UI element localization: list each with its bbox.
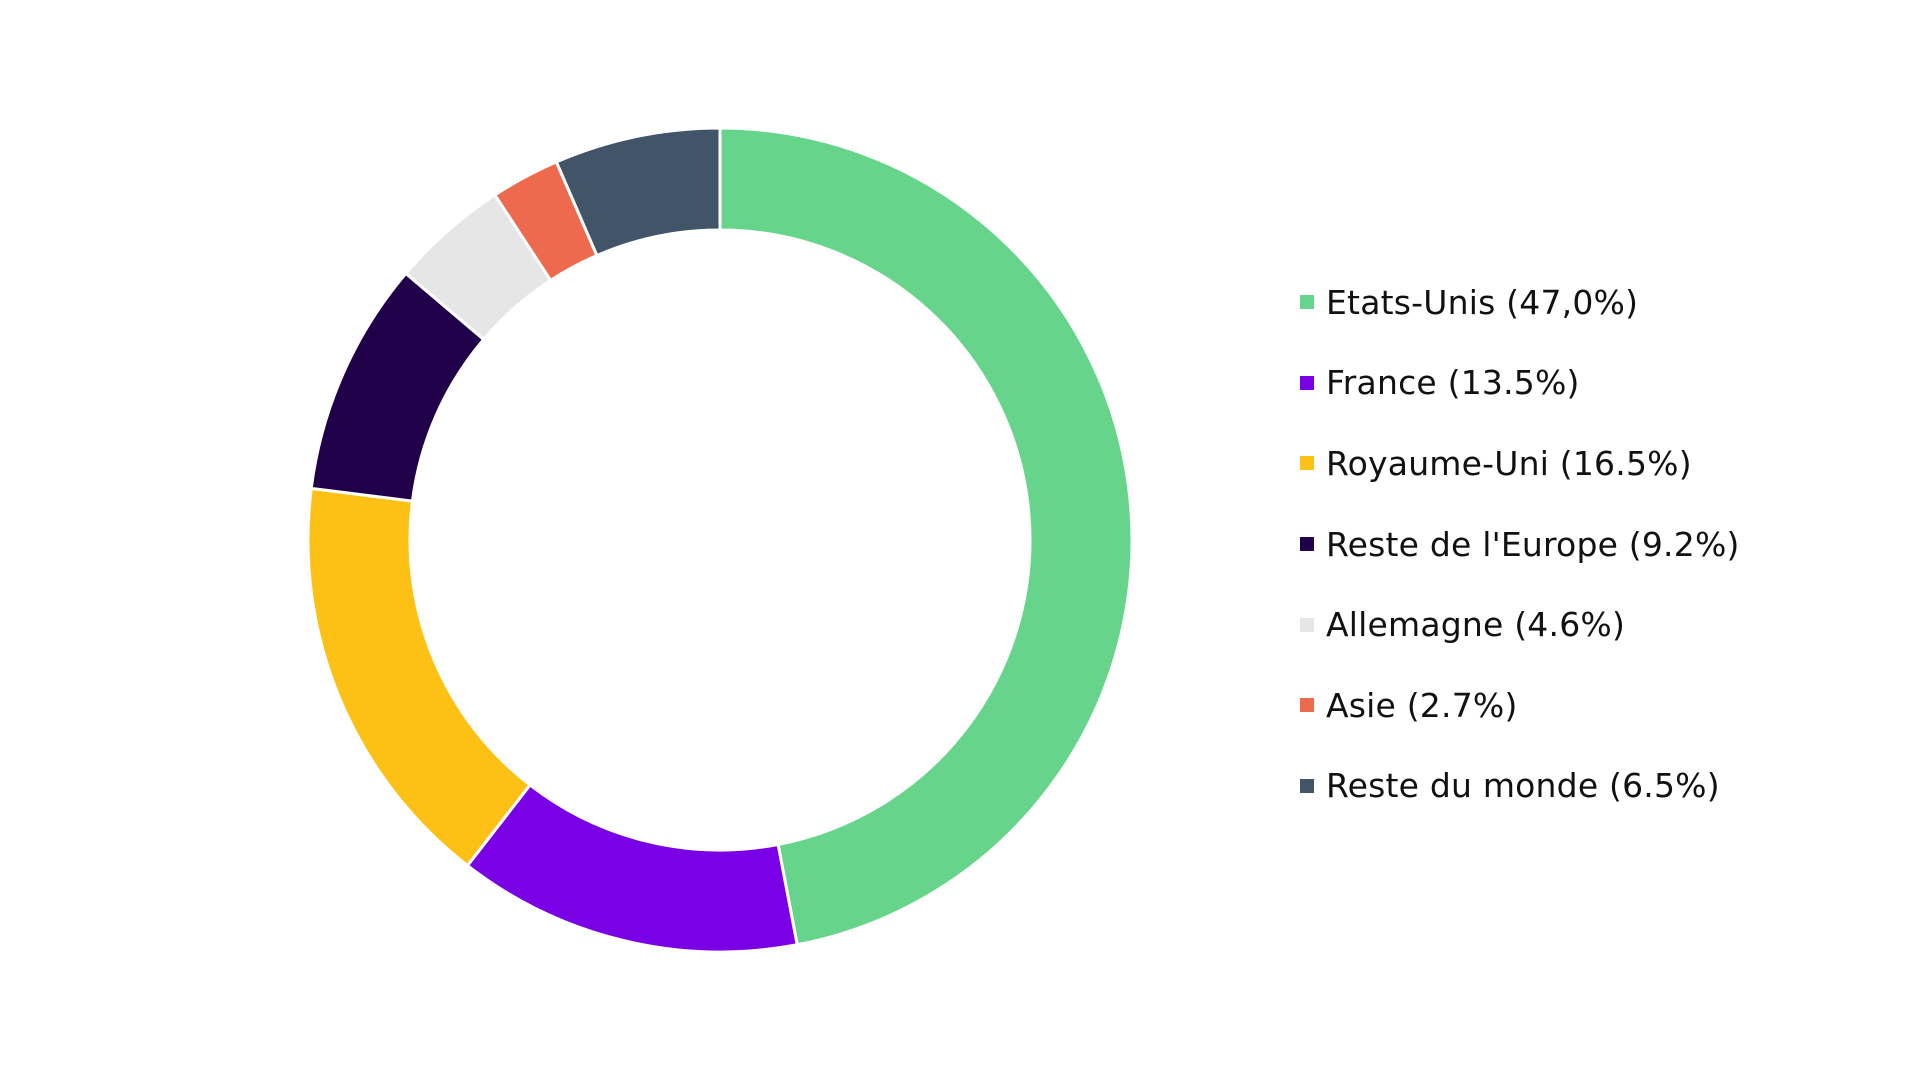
donut-slice-0 <box>718 126 1134 947</box>
legend-label: Allemagne (4.6%) <box>1326 605 1626 645</box>
legend-item: Reste de l'Europe (9.2%) <box>1300 504 1740 585</box>
legend-label: Etats-Unis (47,0%) <box>1326 282 1639 322</box>
legend-item: France (13.5%) <box>1300 343 1740 424</box>
donut-slice-2 <box>306 486 533 868</box>
legend-swatch <box>1300 295 1314 310</box>
legend-label: Asie (2.7%) <box>1326 685 1518 725</box>
legend-swatch <box>1300 778 1314 793</box>
donut-slice-1 <box>465 782 799 954</box>
legend-label: Royaume-Uni (16.5%) <box>1326 443 1692 483</box>
legend-swatch <box>1300 375 1314 390</box>
chart-legend: Etats-Unis (47,0%) France (13.5%) Royaume-… <box>1300 262 1740 826</box>
legend-item: Allemagne (4.6%) <box>1300 584 1740 665</box>
donut-slice-6 <box>554 126 722 258</box>
legend-swatch <box>1300 617 1314 632</box>
legend-label: Reste de l'Europe (9.2%) <box>1326 524 1740 564</box>
legend-label: Reste du monde (6.5%) <box>1326 766 1720 806</box>
legend-swatch <box>1300 537 1314 552</box>
legend-item: Royaume-Uni (16.5%) <box>1300 423 1740 504</box>
legend-item: Etats-Unis (47,0%) <box>1300 262 1740 343</box>
legend-label: France (13.5%) <box>1326 363 1580 403</box>
legend-item: Reste du monde (6.5%) <box>1300 746 1740 827</box>
legend-swatch <box>1300 698 1314 713</box>
legend-item: Asie (2.7%) <box>1300 665 1740 746</box>
legend-swatch <box>1300 456 1314 471</box>
donut-chart <box>306 126 1134 954</box>
